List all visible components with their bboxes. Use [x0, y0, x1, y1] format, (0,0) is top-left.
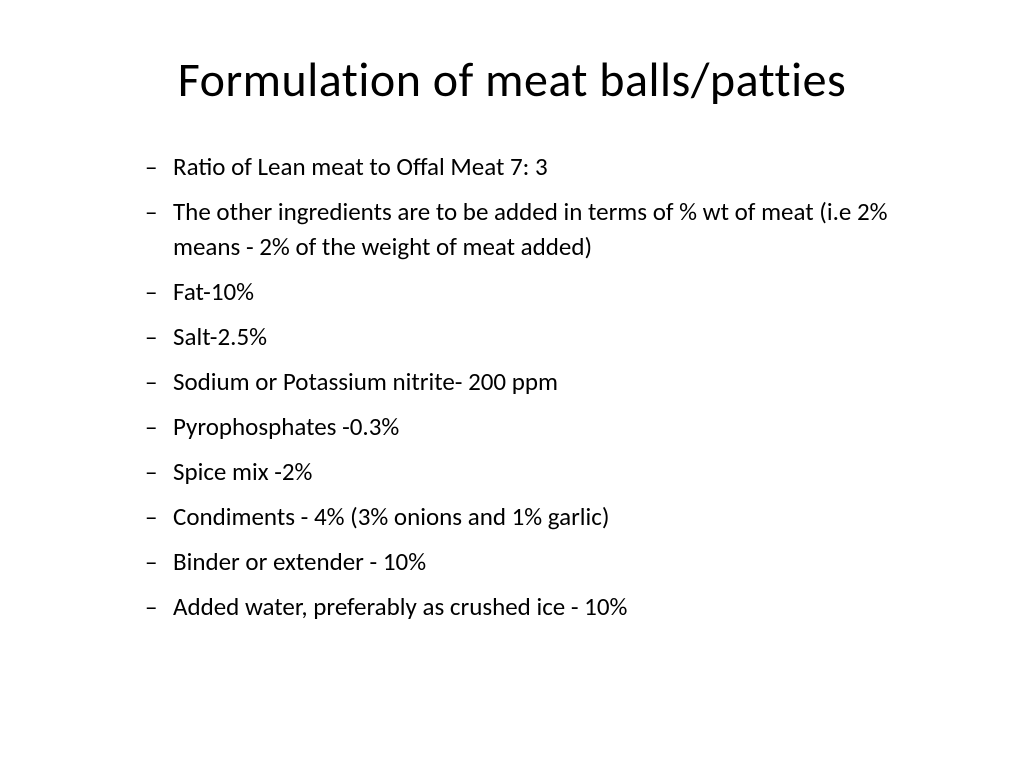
list-item: Ratio of Lean meat to Offal Meat 7: 3: [145, 149, 954, 184]
list-item: Pyrophosphates -0.3%: [145, 409, 954, 444]
list-item: Condiments - 4% (3% onions and 1% garlic…: [145, 499, 954, 534]
list-item: Spice mix -2%: [145, 454, 954, 489]
list-item: Binder or extender - 10%: [145, 544, 954, 579]
bullet-list: Ratio of Lean meat to Offal Meat 7: 3 Th…: [70, 149, 954, 624]
slide-container: Formulation of meat balls/patties Ratio …: [0, 0, 1024, 768]
list-item: Sodium or Potassium nitrite- 200 ppm: [145, 364, 954, 399]
list-item: Added water, preferably as crushed ice -…: [145, 589, 954, 624]
list-item: The other ingredients are to be added in…: [145, 194, 954, 264]
list-item: Fat-10%: [145, 274, 954, 309]
slide-title: Formulation of meat balls/patties: [70, 50, 954, 109]
list-item: Salt-2.5%: [145, 319, 954, 354]
